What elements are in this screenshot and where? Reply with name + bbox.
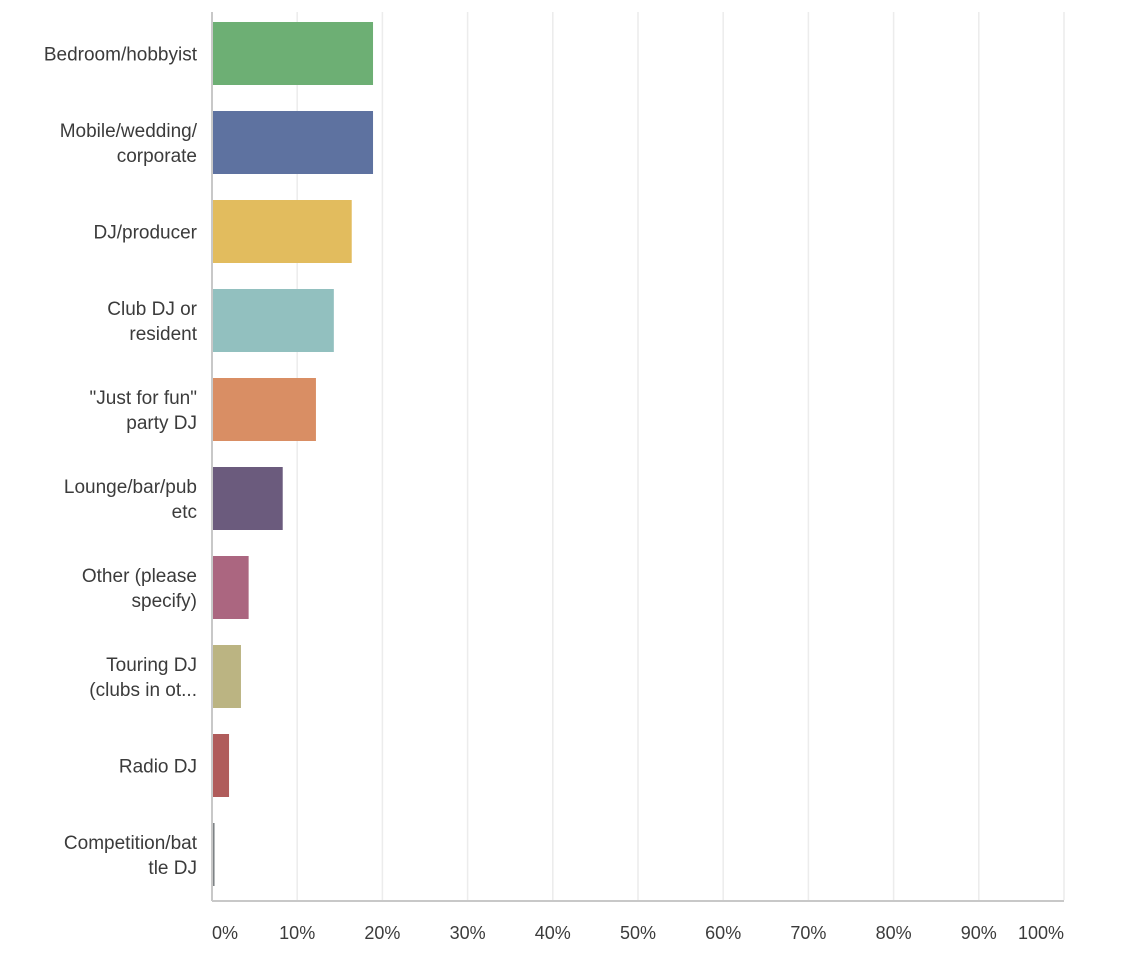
category-label: "Just for fun" [90, 388, 197, 409]
category-labels: Bedroom/hobbyist Mobile/wedding/corporate… [44, 45, 198, 880]
x-tick-label: 0% [212, 923, 238, 943]
category-label: Club DJ or [107, 299, 197, 320]
x-tick-label: 40% [535, 923, 571, 943]
category-label: tle DJ [148, 858, 197, 879]
bar [213, 823, 215, 886]
bar [213, 734, 230, 797]
x-tick-label: 100% [1018, 923, 1064, 943]
gridlines [296, 12, 1065, 900]
x-tick-label: 10% [279, 923, 315, 943]
bars [213, 22, 374, 886]
category-label: Touring DJ [106, 655, 197, 676]
category-label: Bedroom/hobbyist [44, 45, 198, 66]
category-label: Other (please [82, 566, 197, 587]
category-label: party DJ [126, 413, 197, 434]
x-tick-label: 90% [961, 923, 997, 943]
bar [213, 556, 249, 619]
category-label: corporate [117, 146, 197, 167]
bar [213, 467, 283, 530]
x-tick-label: 60% [705, 923, 741, 943]
category-label: Competition/bat [64, 833, 198, 854]
category-label: DJ/producer [94, 223, 198, 244]
x-tick-label: 20% [364, 923, 400, 943]
bar [213, 645, 241, 708]
x-tick-labels: 0% 10% 20% 30% 40% 50% 60% 70% 80% 90% 100% [212, 923, 1064, 943]
category-label: resident [129, 324, 197, 345]
category-label: (clubs in ot... [89, 680, 197, 701]
bar [213, 378, 316, 441]
category-label: Mobile/wedding/ [60, 121, 198, 142]
category-label: specify) [132, 591, 197, 612]
category-label: Lounge/bar/pub [64, 477, 197, 498]
x-tick-label: 70% [790, 923, 826, 943]
bar [213, 289, 334, 352]
category-label: Radio DJ [119, 757, 197, 778]
x-tick-label: 50% [620, 923, 656, 943]
bar [213, 22, 374, 85]
bar [213, 111, 374, 174]
category-label: etc [172, 502, 197, 523]
x-tick-label: 30% [450, 923, 486, 943]
bar [213, 200, 352, 263]
x-tick-label: 80% [876, 923, 912, 943]
